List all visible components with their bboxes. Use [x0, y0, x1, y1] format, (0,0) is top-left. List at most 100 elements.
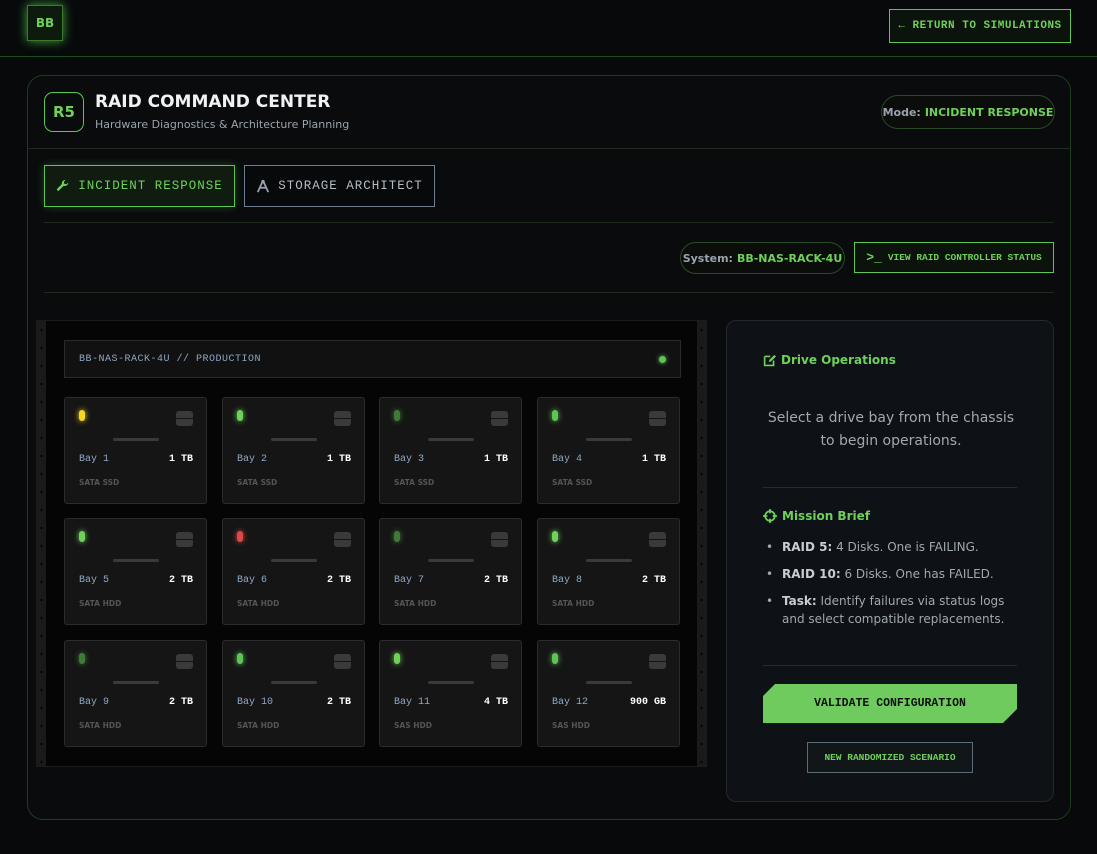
drive-bay-9[interactable]: Bay 9 2 TB SATA HDD: [64, 640, 207, 747]
bay-capacity: 2 TB: [168, 697, 193, 708]
drive-bay-3[interactable]: Bay 3 1 TB SATA SSD: [379, 397, 522, 504]
brief-item: RAID 10: 6 Disks. One has FAILED.: [763, 565, 1013, 583]
tab-incident-response[interactable]: INCIDENT RESPONSE: [44, 165, 235, 207]
bay-name: Bay 6: [237, 575, 268, 586]
heading-text: Mission Brief: [782, 509, 870, 523]
view-raid-controller-button[interactable]: >_ VIEW RAID CONTROLLER STATUS: [854, 242, 1054, 273]
tab-label: STORAGE ARCHITECT: [278, 179, 423, 193]
bay-name: Bay 5: [79, 575, 110, 586]
drive-icon: [649, 532, 666, 547]
brief-text: 4 Disks. One is FAILING.: [832, 540, 979, 554]
drive-bay-7[interactable]: Bay 7 2 TB SATA HDD: [379, 518, 522, 625]
status-led: [394, 531, 400, 542]
drive-handle: [586, 438, 632, 441]
brief-key: Task:: [782, 594, 817, 608]
bay-capacity: 2 TB: [483, 575, 508, 586]
mission-brief-heading: Mission Brief: [763, 509, 870, 523]
mode-badge: Mode: INCIDENT RESPONSE: [881, 95, 1055, 129]
top-bar: [0, 0, 1097, 57]
bay-capacity: 1 TB: [326, 454, 351, 465]
crosshair-icon: [763, 509, 777, 523]
return-to-simulations-button[interactable]: ← RETURN TO SIMULATIONS: [889, 9, 1071, 43]
button-label: VIEW RAID CONTROLLER STATUS: [887, 252, 1042, 263]
bay-capacity: 2 TB: [168, 575, 193, 586]
drive-bay-8[interactable]: Bay 8 2 TB SATA HDD: [537, 518, 680, 625]
status-led: [79, 653, 85, 664]
heading-text: Drive Operations: [781, 353, 896, 367]
bay-type: SAS HDD: [552, 721, 590, 730]
tab-label: INCIDENT RESPONSE: [78, 179, 223, 193]
bay-name: Bay 8: [552, 575, 583, 586]
status-led: [394, 653, 400, 664]
drive-bay-2[interactable]: Bay 2 1 TB SATA SSD: [222, 397, 365, 504]
page-title: RAID COMMAND CENTER: [95, 92, 331, 112]
validate-configuration-button[interactable]: VALIDATE CONFIGURATION: [763, 684, 1017, 723]
rack-rail-right: [697, 321, 706, 766]
bay-capacity: 4 TB: [483, 697, 508, 708]
raid-badge: R5: [44, 92, 84, 132]
bay-type: SATA HDD: [552, 599, 595, 608]
drive-bay-4[interactable]: Bay 4 1 TB SATA SSD: [537, 397, 680, 504]
drive-icon: [649, 654, 666, 669]
divider: [763, 665, 1017, 666]
bay-type: SATA SSD: [552, 478, 593, 487]
bay-type: SATA HDD: [79, 721, 122, 730]
drive-bay-11[interactable]: Bay 11 4 TB SAS HDD: [379, 640, 522, 747]
status-led: [237, 653, 243, 664]
drive-handle: [113, 559, 159, 562]
status-led: [237, 531, 243, 542]
bay-name: Bay 12: [552, 697, 589, 708]
brief-text: Identify failures via status logs and se…: [782, 594, 1005, 626]
drive-icon: [334, 411, 351, 426]
drive-icon: [334, 654, 351, 669]
status-led: [552, 410, 558, 421]
status-led: [237, 410, 243, 421]
status-led: [394, 410, 400, 421]
brief-item: Task: Identify failures via status logs …: [763, 592, 1013, 628]
bay-name: Bay 4: [552, 454, 583, 465]
drive-icon: [491, 654, 508, 669]
bay-name: Bay 7: [394, 575, 425, 586]
bay-name: Bay 10: [237, 697, 274, 708]
wrench-icon: [57, 179, 69, 191]
bay-name: Bay 2: [237, 454, 268, 465]
new-randomized-scenario-button[interactable]: NEW RANDOMIZED SCENARIO: [807, 742, 973, 773]
drive-handle: [586, 559, 632, 562]
bay-type: SATA HDD: [237, 599, 280, 608]
mission-brief-list: RAID 5: 4 Disks. One is FAILING. RAID 10…: [763, 538, 1013, 637]
divider: [28, 148, 1070, 149]
brief-key: RAID 10:: [782, 567, 841, 581]
tab-storage-architect[interactable]: STORAGE ARCHITECT: [244, 165, 435, 207]
drive-bay-5[interactable]: Bay 5 2 TB SATA HDD: [64, 518, 207, 625]
mode-value: INCIDENT RESPONSE: [924, 105, 1054, 119]
drive-bay-1[interactable]: Bay 1 1 TB SATA SSD: [64, 397, 207, 504]
ops-hint: Select a drive bay from the chassis to b…: [767, 410, 1015, 449]
edit-icon: [763, 354, 776, 366]
brief-item: RAID 5: 4 Disks. One is FAILING.: [763, 538, 1013, 556]
bay-name: Bay 3: [394, 454, 425, 465]
drive-bay-10[interactable]: Bay 10 2 TB SATA HDD: [222, 640, 365, 747]
mode-label: Mode:: [882, 105, 921, 119]
drive-handle: [428, 559, 474, 562]
status-led: [79, 410, 85, 421]
status-led: [552, 653, 558, 664]
drive-handle: [271, 438, 317, 441]
system-value: BB-NAS-RACK-4U: [736, 251, 843, 265]
bay-capacity: 900 GB: [629, 697, 666, 708]
bay-type: SAS HDD: [394, 721, 432, 730]
drive-bay-12[interactable]: Bay 12 900 GB SAS HDD: [537, 640, 680, 747]
bay-type: SATA SSD: [394, 478, 435, 487]
drive-handle: [271, 559, 317, 562]
drive-icon: [176, 654, 193, 669]
drive-icon: [176, 411, 193, 426]
drive-bay-6[interactable]: Bay 6 2 TB SATA HDD: [222, 518, 365, 625]
bay-capacity: 2 TB: [326, 575, 351, 586]
divider: [763, 487, 1017, 488]
logo[interactable]: BB: [27, 5, 63, 41]
bay-name: Bay 1: [79, 454, 110, 465]
bay-type: SATA SSD: [237, 478, 278, 487]
drive-handle: [271, 681, 317, 684]
brief-key: RAID 5:: [782, 540, 833, 554]
chassis: BB-NAS-RACK-4U // PRODUCTION Bay 1 1 TB SA…: [36, 320, 707, 767]
rack-rail-left: [37, 321, 46, 766]
